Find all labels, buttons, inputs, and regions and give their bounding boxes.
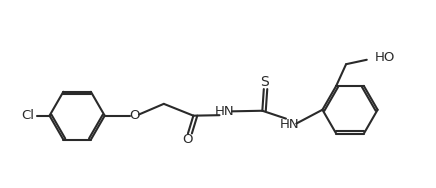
- Text: HO: HO: [375, 51, 395, 64]
- Text: HN: HN: [215, 105, 235, 118]
- Text: S: S: [260, 75, 269, 89]
- Text: O: O: [129, 109, 140, 122]
- Text: Cl: Cl: [22, 109, 35, 122]
- Text: O: O: [182, 133, 193, 146]
- Text: HN: HN: [280, 118, 300, 131]
